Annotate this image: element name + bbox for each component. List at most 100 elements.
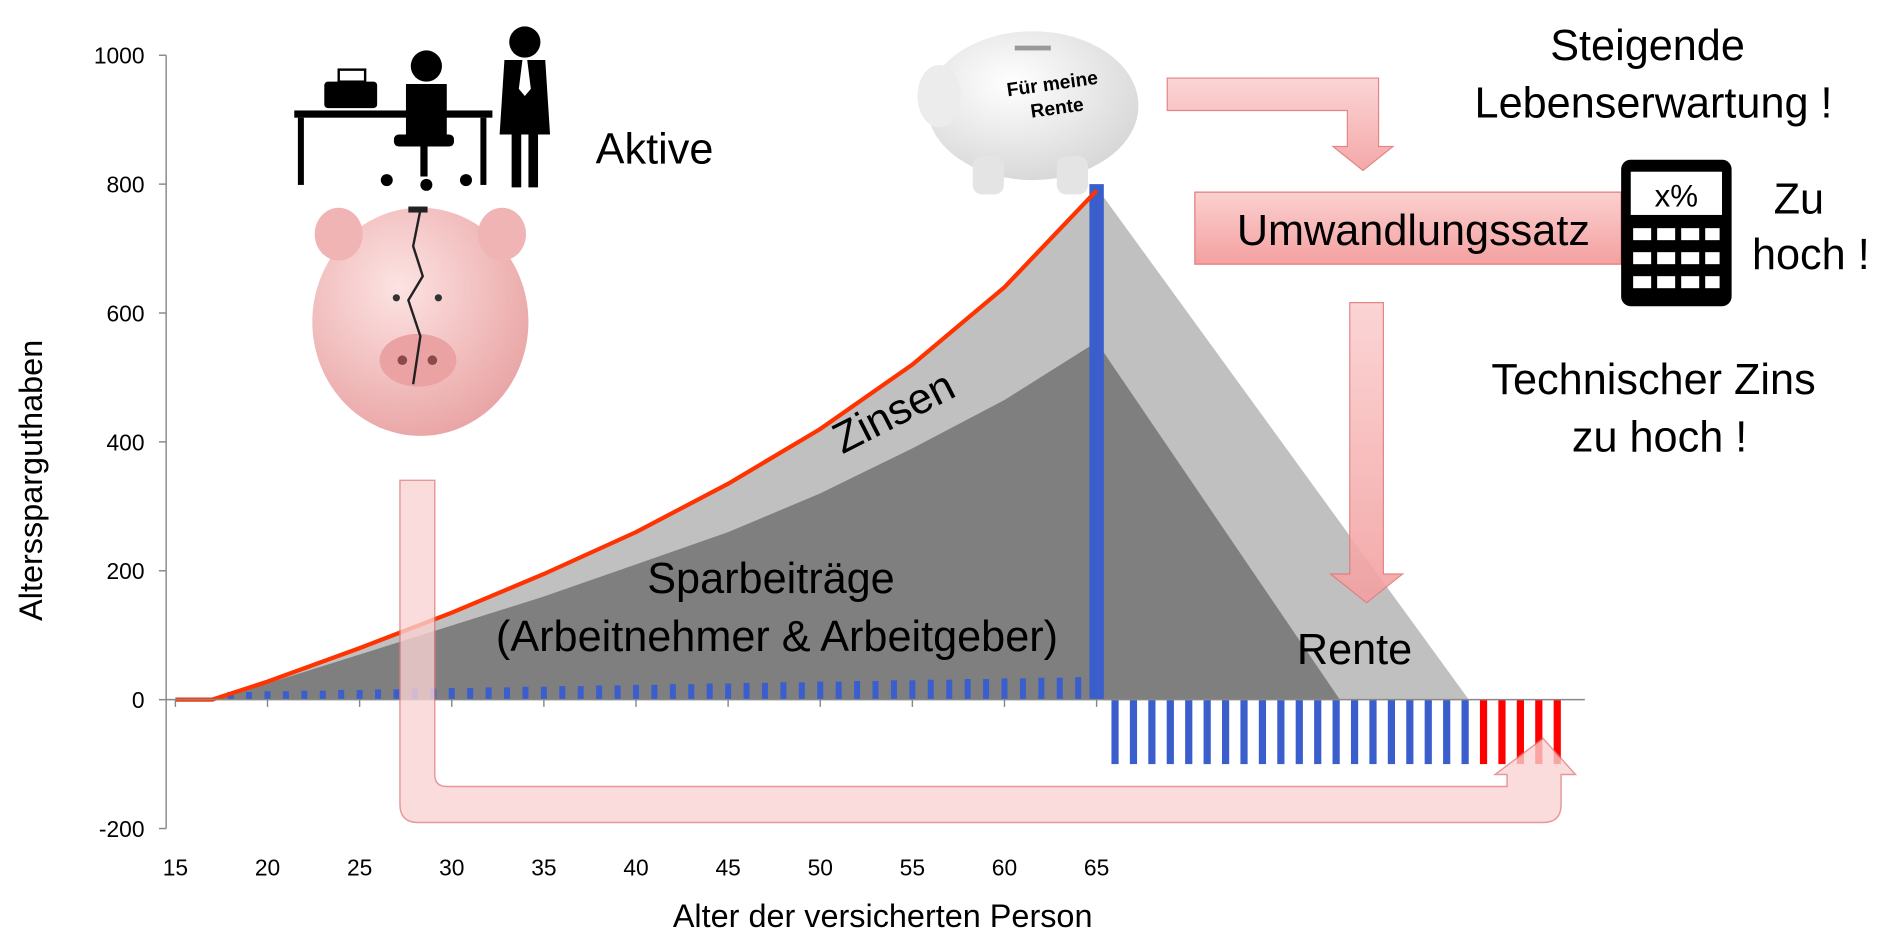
bar (762, 683, 768, 700)
bar (1296, 700, 1303, 764)
bar (449, 688, 455, 700)
bar (817, 682, 823, 700)
chart: -200020040060080010001520253035404550556… (0, 0, 1883, 933)
annotation: Lebenserwartung ! (1475, 80, 1833, 128)
bar (615, 685, 621, 699)
bar (578, 686, 584, 700)
bar (338, 690, 344, 700)
piggy-bank: Für meine Rente (917, 31, 1138, 194)
x-tick-label: 15 (163, 854, 188, 880)
bar (1111, 700, 1118, 764)
annotation: Zu (1774, 176, 1824, 224)
bar (486, 687, 492, 699)
bar (633, 685, 639, 700)
annotation: Technischer Zins (1491, 356, 1815, 404)
y-tick-label: 800 (107, 172, 145, 198)
annotation: hoch ! (1752, 231, 1870, 279)
bar (264, 691, 270, 699)
annotation: Sparbeiträge (647, 555, 894, 603)
annotation: x% (1655, 179, 1698, 214)
x-tick-label: 30 (439, 854, 464, 880)
bar (596, 685, 602, 699)
bar (965, 679, 971, 700)
bar (1130, 700, 1137, 764)
bar (1498, 700, 1505, 764)
bar (1204, 700, 1211, 764)
bar (909, 680, 915, 699)
annotation: Aktive (596, 125, 714, 173)
bar (928, 680, 934, 700)
bar (1480, 700, 1487, 764)
bar (1462, 700, 1469, 764)
bar (873, 681, 879, 700)
y-tick-label: 200 (107, 558, 145, 584)
bar (1406, 700, 1413, 764)
bar (891, 680, 897, 699)
bar (1148, 700, 1155, 764)
bar (375, 689, 381, 699)
bar (357, 690, 363, 700)
bar (246, 692, 252, 700)
x-tick-label: 40 (623, 854, 648, 880)
bar (1277, 700, 1284, 764)
annotation: zu hoch ! (1572, 413, 1747, 461)
bar (559, 686, 565, 700)
bar (670, 684, 676, 699)
office-icon (294, 26, 550, 191)
x-axis-title: Alter der versicherten Person (673, 898, 1093, 933)
y-axis-title: Alterssparguthaben (13, 340, 49, 621)
bar (946, 680, 952, 700)
bar (1222, 700, 1229, 764)
bar (283, 691, 289, 699)
bar (725, 684, 731, 700)
bar (1259, 700, 1266, 764)
bar (744, 683, 750, 700)
bar (836, 682, 842, 700)
bar (1089, 184, 1103, 700)
x-tick-label: 35 (531, 854, 556, 880)
bar (854, 681, 860, 700)
y-tick-label: -200 (99, 816, 145, 842)
bar (1425, 700, 1432, 764)
bar (1314, 700, 1321, 764)
bar (1167, 700, 1174, 764)
bar (1443, 700, 1450, 764)
bar (1240, 700, 1247, 764)
bar (1333, 700, 1340, 764)
bar (1369, 700, 1376, 764)
bar (320, 691, 326, 700)
bar (1038, 678, 1044, 700)
y-tick-label: 600 (107, 300, 145, 326)
bar (1057, 678, 1063, 700)
annotation: Rente (1297, 626, 1412, 674)
bar (1185, 700, 1192, 764)
annotation: (Arbeitnehmer & Arbeitgeber) (496, 613, 1058, 661)
annotation: Steigende (1550, 22, 1745, 70)
x-tick-label: 65 (1084, 854, 1109, 880)
bar (780, 682, 786, 699)
arrow (1167, 78, 1393, 170)
bar (301, 691, 307, 700)
bar (504, 687, 510, 699)
bar (983, 679, 989, 700)
bar (688, 684, 694, 699)
y-tick-label: 400 (107, 429, 145, 455)
x-tick-label: 25 (347, 854, 372, 880)
bar (1075, 677, 1081, 700)
y-tick-label: 1000 (94, 43, 145, 69)
bar (1020, 678, 1026, 699)
x-tick-label: 60 (992, 854, 1017, 880)
bar (707, 684, 713, 700)
page: {"chart_data": { "type": "combo", "xlabe… (0, 0, 1883, 933)
annotation: Umwandlungssatz (1237, 207, 1590, 255)
x-tick-label: 55 (900, 854, 925, 880)
bar (1388, 700, 1395, 764)
bar (1001, 678, 1007, 699)
bar (799, 682, 805, 699)
bar (522, 687, 528, 700)
x-tick-label: 20 (255, 854, 280, 880)
broken-piggy-bank (312, 207, 528, 436)
x-tick-label: 45 (715, 854, 740, 880)
bar (467, 688, 473, 700)
bar (1351, 700, 1358, 764)
